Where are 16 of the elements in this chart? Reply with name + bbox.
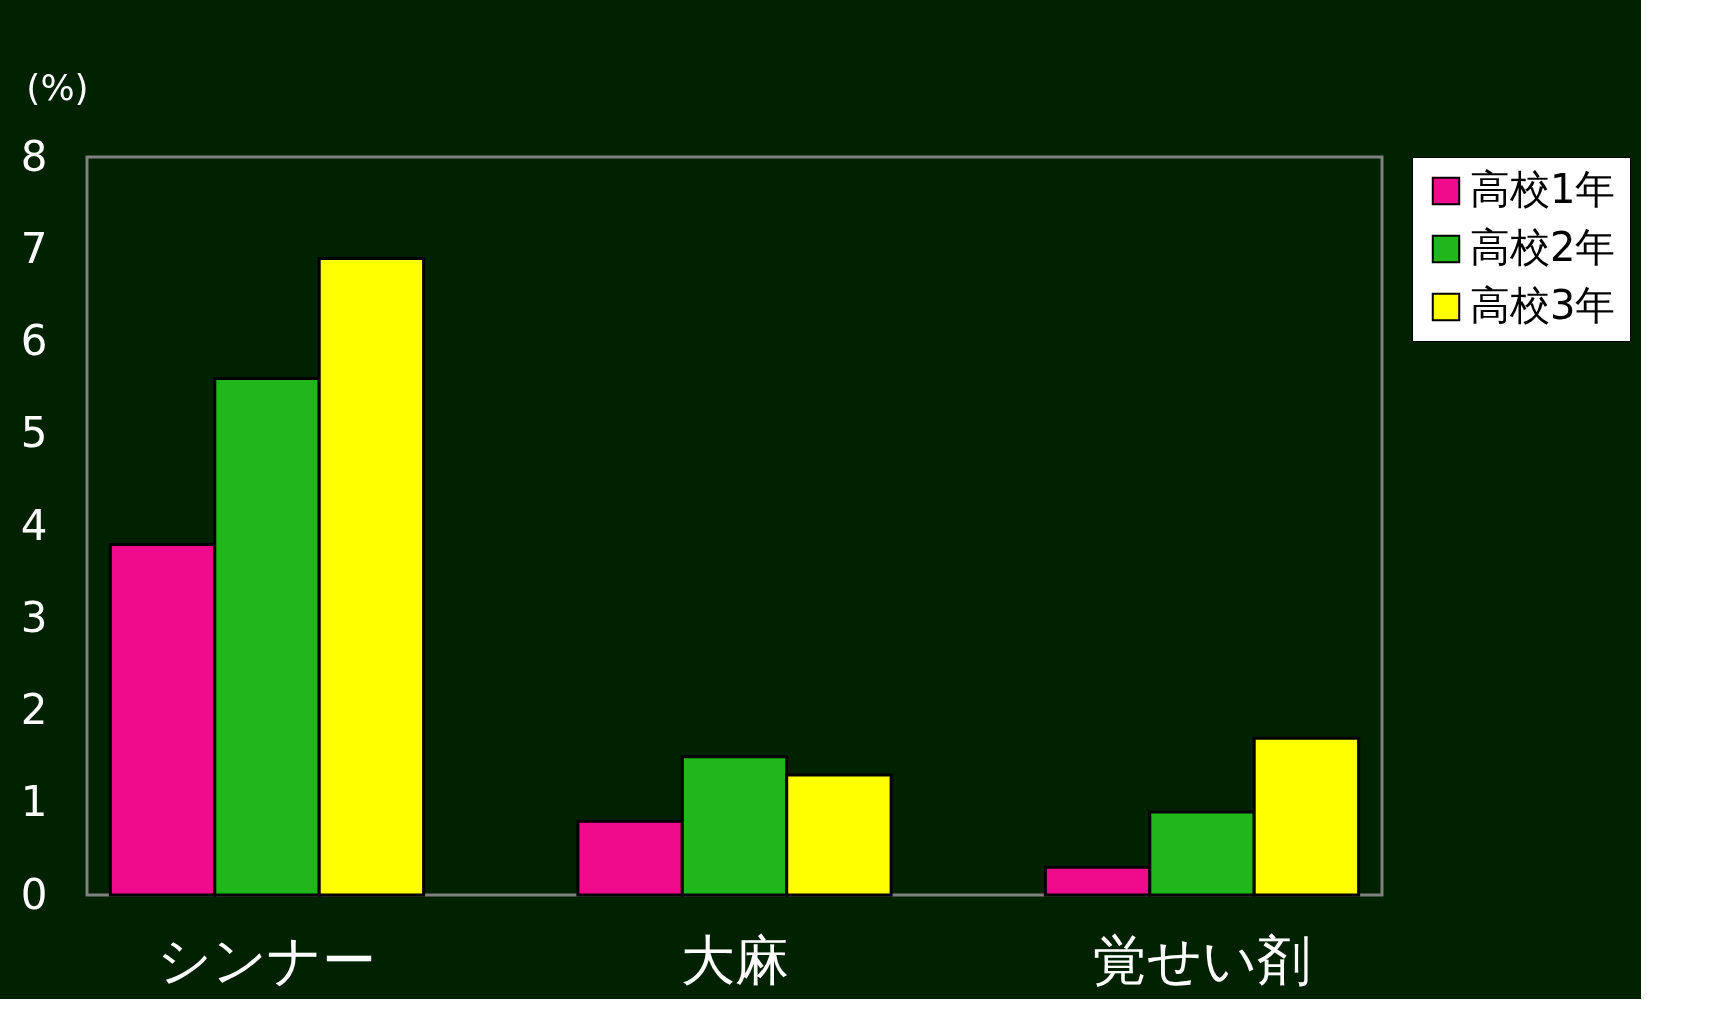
- y-tick-label: 1: [20, 777, 48, 827]
- x-tick-label: シンナー: [157, 928, 377, 992]
- legend-label: 高校3年: [1470, 282, 1616, 328]
- legend-label: 高校1年: [1470, 166, 1616, 212]
- y-tick-label: 6: [20, 316, 48, 365]
- x-tick-label: 覚せい剤: [1093, 928, 1312, 992]
- y-tick-label: 8: [20, 131, 48, 181]
- x-tick-label: 大麻: [680, 928, 789, 992]
- y-axis-title: (%): [26, 66, 89, 108]
- y-tick-label: 4: [20, 500, 48, 550]
- y-tick-label: 3: [20, 592, 48, 642]
- y-tick-label: 7: [20, 223, 48, 273]
- y-tick-label: 2: [20, 685, 48, 734]
- y-tick-label: 5: [20, 408, 48, 458]
- legend-label: 高校2年: [1470, 224, 1616, 270]
- y-tick-label: 0: [20, 869, 48, 919]
